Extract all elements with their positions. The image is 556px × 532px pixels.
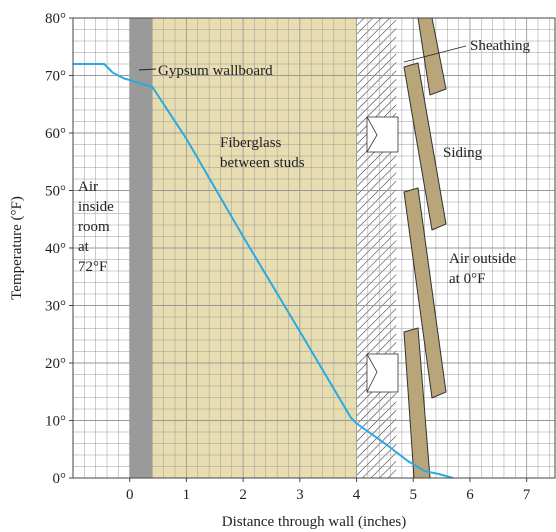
fiberglass-label-2: between studs — [220, 155, 305, 171]
siding-label: Siding — [443, 145, 483, 161]
y-tick-label: 50° — [45, 184, 66, 200]
stud-block — [366, 116, 399, 153]
air-outside-label-1: Air outside — [449, 251, 516, 267]
air-inside-label-3: room — [78, 219, 110, 235]
y-tick-label: 40° — [45, 241, 66, 257]
y-tick-label: 30° — [45, 299, 66, 315]
sheathing-leader — [403, 45, 467, 63]
x-axis-title: Distance through wall (inches) — [222, 514, 407, 530]
sheathing-label: Sheathing — [470, 38, 530, 54]
siding-boards — [366, 18, 447, 478]
siding-board — [403, 62, 447, 231]
x-tick-label: 4 — [353, 487, 361, 503]
y-tick-label: 60° — [45, 126, 66, 142]
air-outside-label-2: at 0°F — [449, 271, 485, 287]
y-axis-title: Temperature (°F) — [9, 196, 25, 300]
gypsum-label: Gypsum wallboard — [158, 63, 273, 79]
stud-block — [366, 353, 399, 393]
temperature-line — [73, 63, 454, 478]
y-tick-label: 0° — [53, 471, 67, 487]
x-tick-label: 3 — [296, 487, 304, 503]
axis-ticks: 0 1 2 3 4 5 6 70°10°20°30°40°50°60°70°80° — [45, 11, 531, 503]
y-tick-label: 20° — [45, 356, 66, 372]
gypsum-leader — [138, 68, 157, 71]
air-inside-label-1: Air — [78, 179, 98, 195]
siding-board — [417, 18, 447, 96]
y-tick-label: 80° — [45, 11, 66, 27]
x-tick-label: 2 — [239, 487, 247, 503]
y-tick-label: 10° — [45, 414, 66, 430]
annotation-leaders — [138, 45, 467, 71]
siding-board — [403, 327, 431, 478]
stud-block-edge — [366, 116, 378, 153]
y-tick-label: 70° — [45, 69, 66, 85]
temperature-series — [73, 63, 454, 478]
stud-block-edge — [366, 353, 378, 393]
air-inside-label-4: at — [78, 239, 90, 255]
siding-board — [403, 187, 447, 399]
air-inside-label-5: 72°F — [78, 259, 107, 275]
x-tick-label: 0 — [126, 487, 134, 503]
x-tick-label: 7 — [523, 487, 531, 503]
fiberglass-label-1: Fiberglass — [220, 135, 282, 151]
x-tick-label: 6 — [466, 487, 474, 503]
x-tick-label: 5 — [409, 487, 417, 503]
x-tick-label: 1 — [183, 487, 191, 503]
air-inside-label-2: inside — [78, 199, 114, 215]
grid — [73, 18, 555, 478]
